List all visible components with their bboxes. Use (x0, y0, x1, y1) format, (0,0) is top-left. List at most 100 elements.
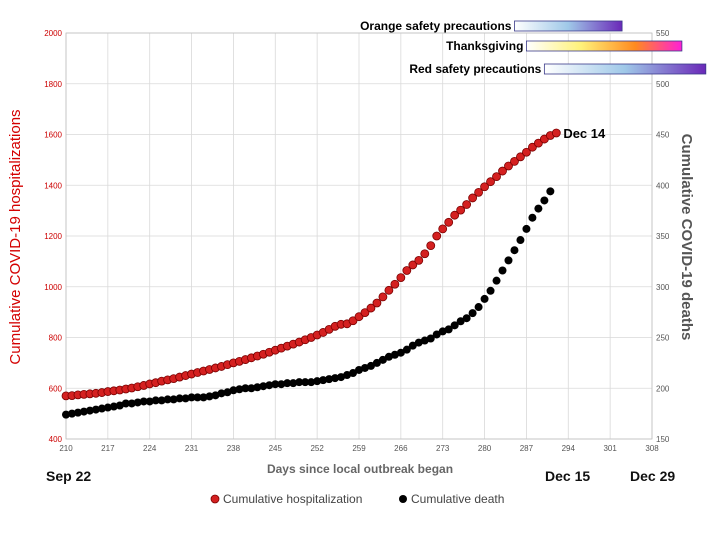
hospitalization-point (366, 303, 376, 313)
left-tick-label: 1800 (44, 80, 62, 89)
death-point (145, 397, 154, 406)
death-point (462, 314, 471, 323)
death-point (546, 187, 555, 196)
hospitalization-point (414, 255, 424, 265)
death-point (241, 384, 250, 393)
left-axis-ticks: 400 600 800 1000 1200 1400 1600 1800 2000 (44, 29, 62, 444)
hospitalization-point (462, 200, 472, 209)
right-tick-label: 500 (656, 80, 670, 89)
date-label-sep22: Sep 22 (46, 468, 91, 484)
left-tick-label: 800 (49, 334, 63, 343)
right-axis-title: Cumulative COVID-19 deaths (678, 134, 695, 341)
death-point (181, 394, 190, 403)
period-bar-label: Red safety precautions (409, 62, 541, 76)
right-axis-ticks: 150 200 250 300 350 400 450 500 550 (656, 29, 670, 444)
annotation-dec14: Dec 14 (563, 126, 606, 141)
death-point (444, 325, 453, 334)
death-point (426, 334, 435, 343)
death-point (313, 377, 322, 386)
death-point (163, 395, 172, 404)
date-label-dec29: Dec 29 (630, 468, 675, 484)
right-tick-label: 350 (656, 232, 670, 241)
right-tick-label: 450 (656, 131, 670, 140)
plot-frame (65, 32, 653, 440)
hospitalization-point (533, 138, 543, 148)
death-point (73, 408, 82, 417)
hospitalization-point (551, 128, 561, 138)
hospitalization-point (348, 316, 358, 326)
death-point (450, 321, 459, 330)
right-tick-label: 250 (656, 334, 670, 343)
death-point (259, 382, 268, 391)
hospitalization-point (456, 205, 466, 215)
x-tick-label: 294 (562, 444, 576, 453)
death-point (408, 341, 417, 350)
left-tick-label: 1200 (44, 232, 62, 241)
hospitalization-point (396, 273, 406, 283)
period-bar-label: Thanksgiving (446, 39, 523, 53)
death-point (229, 386, 238, 395)
death-point (247, 384, 256, 393)
death-point (534, 204, 543, 213)
x-tick-label: 238 (227, 444, 241, 453)
death-point (295, 378, 304, 387)
death-point (109, 402, 118, 411)
hospitalization-point (384, 285, 394, 295)
x-tick-label: 301 (603, 444, 617, 453)
left-tick-label: 400 (49, 435, 63, 444)
period-bars: Orange safety precautions Thanksgiving Red… (360, 19, 707, 76)
legend-marker-hospitalization (210, 494, 220, 504)
death-point (67, 409, 76, 418)
death-point (486, 286, 495, 295)
death-point (205, 392, 214, 401)
hospitalization-point (432, 231, 442, 241)
death-point (271, 380, 280, 389)
hospitalization-point (390, 279, 400, 289)
death-point (121, 399, 130, 408)
death-point (349, 369, 358, 378)
date-label-dec15: Dec 15 (545, 468, 590, 484)
x-axis-title: Days since local outbreak began (267, 462, 453, 476)
hospitalization-point (420, 249, 430, 259)
death-point (325, 375, 334, 384)
grid (65, 32, 653, 440)
x-tick-label: 308 (645, 444, 659, 453)
x-tick-label: 259 (352, 444, 366, 453)
hospitalization-point (468, 193, 478, 203)
hospitalization-point (426, 241, 436, 251)
death-point (492, 276, 501, 285)
right-tick-label: 550 (656, 29, 670, 38)
death-point (79, 407, 88, 416)
death-point (175, 394, 184, 403)
x-tick-label: 266 (394, 444, 408, 453)
x-tick-label: 217 (101, 444, 115, 453)
death-point (265, 381, 274, 390)
legend-label-hospitalization: Cumulative hospitalization (223, 492, 362, 506)
death-point (432, 330, 441, 339)
hospitalization-point (498, 166, 507, 176)
x-tick-label: 280 (478, 444, 492, 453)
left-tick-label: 2000 (44, 29, 62, 38)
hospitalization-point (492, 172, 501, 182)
death-point (402, 345, 411, 354)
death-point (396, 348, 405, 357)
hospitalization-point (510, 156, 519, 166)
hospitalization-point (450, 210, 460, 220)
death-point (301, 378, 310, 387)
death-point (199, 393, 208, 402)
x-axis-ticks: 210 217 224 231 238 245 252 259 266 273 280 287 294 3… (59, 444, 659, 453)
death-point (468, 309, 477, 318)
series-death (62, 187, 555, 419)
death-point (510, 246, 519, 255)
death-point (62, 410, 70, 419)
death-point (456, 317, 465, 326)
left-axis-title: Cumulative COVID-19 hospitalizations (7, 109, 24, 364)
death-point (474, 303, 483, 312)
legend-label-death: Cumulative death (411, 492, 504, 506)
period-bar (543, 63, 707, 75)
hospitalization-point (474, 187, 483, 197)
left-tick-label: 1600 (44, 131, 62, 140)
death-point (277, 380, 286, 389)
death-point (253, 383, 262, 392)
x-tick-label: 224 (143, 444, 157, 453)
